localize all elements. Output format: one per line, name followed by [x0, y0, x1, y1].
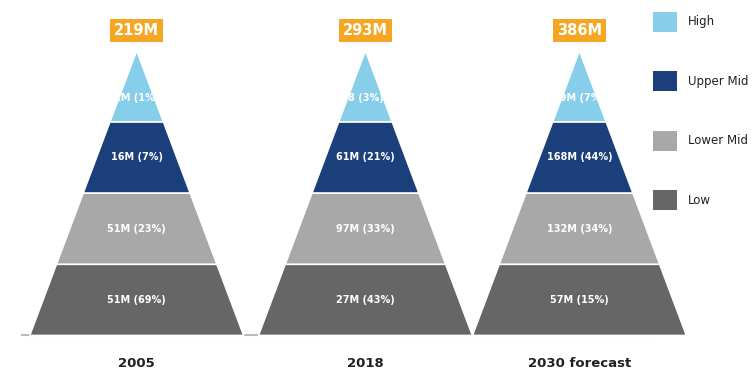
Text: Low: Low	[688, 194, 711, 207]
Text: 168M (44%): 168M (44%)	[547, 152, 612, 162]
Text: 2005: 2005	[118, 357, 155, 368]
Text: 27M (43%): 27M (43%)	[336, 295, 395, 305]
Polygon shape	[499, 193, 660, 264]
FancyBboxPatch shape	[653, 131, 677, 151]
Text: 16M (7%): 16M (7%)	[111, 152, 163, 162]
Text: 61M (21%): 61M (21%)	[336, 152, 395, 162]
Text: 51M (23%): 51M (23%)	[107, 224, 166, 234]
Text: 2030 forecast: 2030 forecast	[528, 357, 631, 368]
FancyBboxPatch shape	[653, 190, 677, 210]
Text: 293M: 293M	[343, 23, 388, 38]
Polygon shape	[110, 50, 163, 122]
Text: High: High	[688, 15, 715, 28]
Polygon shape	[526, 122, 633, 193]
Text: 132M (34%): 132M (34%)	[547, 224, 612, 234]
Polygon shape	[83, 122, 191, 193]
Text: 2018: 2018	[347, 357, 384, 368]
Polygon shape	[312, 122, 419, 193]
Text: 57M (15%): 57M (15%)	[550, 295, 609, 305]
Text: 8 (3%): 8 (3%)	[348, 93, 383, 103]
Polygon shape	[339, 50, 392, 122]
Text: 1M (1%): 1M (1%)	[114, 93, 160, 103]
Polygon shape	[56, 193, 217, 264]
Text: 51M (69%): 51M (69%)	[107, 295, 166, 305]
Polygon shape	[553, 50, 606, 122]
Text: Lower Mid: Lower Mid	[688, 134, 748, 147]
FancyBboxPatch shape	[653, 12, 677, 32]
Text: 386M: 386M	[557, 23, 602, 38]
Text: 97M (33%): 97M (33%)	[336, 224, 395, 234]
Polygon shape	[29, 264, 244, 336]
Text: 29M (7%): 29M (7%)	[553, 93, 605, 103]
Polygon shape	[258, 264, 472, 336]
Text: 219M: 219M	[114, 23, 159, 38]
Polygon shape	[285, 193, 446, 264]
Text: Upper Mid: Upper Mid	[688, 75, 748, 88]
FancyBboxPatch shape	[653, 71, 677, 91]
Polygon shape	[472, 264, 687, 336]
